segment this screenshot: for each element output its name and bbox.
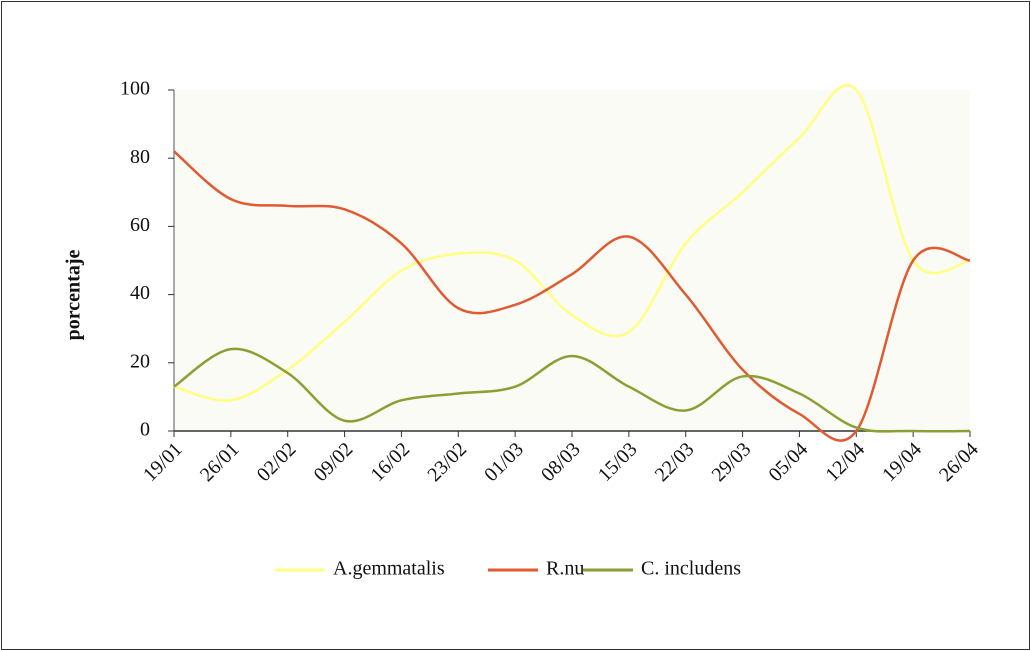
series-line (173, 84, 971, 402)
y-tick-label: 40 (130, 282, 150, 304)
y-tick-label: 100 (120, 78, 150, 100)
legend-label: C. includens (641, 558, 741, 580)
y-tick-label: 60 (130, 214, 150, 236)
series-line (173, 150, 971, 442)
y-tick-label: 0 (140, 419, 150, 441)
series-line (173, 347, 971, 433)
legend-label: A.gemmatalis (333, 558, 445, 580)
legend-label: R.nu (546, 558, 584, 580)
y-tick-label: 20 (130, 350, 150, 372)
y-axis-title: porcentaje (63, 250, 85, 341)
y-tick-label: 80 (130, 146, 150, 168)
plot-area (174, 90, 970, 431)
